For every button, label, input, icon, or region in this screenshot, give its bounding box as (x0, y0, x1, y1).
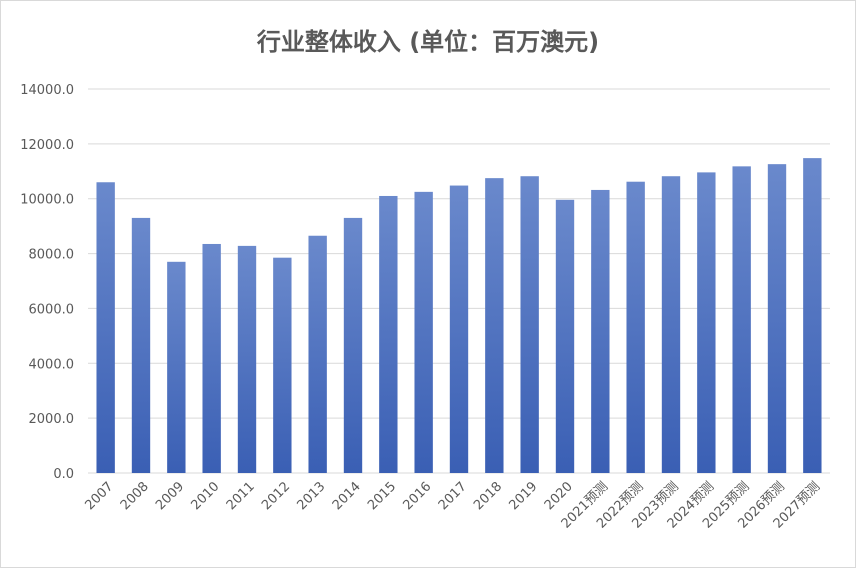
bar-2021预测 (591, 189, 610, 474)
chart-title: 行业整体收入 (单位：百万澳元) (256, 28, 600, 56)
bars (96, 158, 822, 474)
x-tick-label: 2015 (365, 479, 399, 513)
x-tick-label: 2017 (436, 479, 470, 513)
x-tick-label: 2013 (294, 479, 328, 513)
bar-2024预测 (697, 172, 716, 473)
x-tick-label: 2016 (400, 479, 434, 513)
y-tick-label: 8000.0 (29, 248, 75, 263)
x-tick-label: 2011 (224, 479, 258, 513)
x-tick-label: 2012 (259, 479, 293, 513)
bar-2007 (96, 182, 115, 473)
bar-2012 (273, 257, 292, 473)
bar-2017 (449, 185, 469, 473)
bar-2016 (414, 191, 433, 473)
x-tick-label: 2007 (82, 479, 116, 513)
bar-2020 (555, 199, 575, 473)
bar-2023预测 (661, 176, 681, 474)
x-tick-label: 2009 (153, 479, 187, 513)
bar-2013 (308, 235, 327, 473)
y-tick-label: 6000.0 (29, 302, 75, 317)
y-tick-label: 14000.0 (20, 83, 74, 98)
bar-2010 (202, 243, 221, 473)
bar-2014 (343, 217, 363, 473)
bar-2025预测 (732, 166, 751, 473)
y-tick-label: 12000.0 (20, 138, 74, 153)
y-axis-ticks: 0.0 2000.0 4000.0 6000.0 8000.0 10000.0 12000.… (20, 83, 74, 482)
bar-2018 (485, 178, 504, 473)
bar-2011 (237, 245, 257, 473)
y-tick-label: 2000.0 (29, 412, 75, 427)
y-tick-label: 4000.0 (29, 357, 75, 372)
bar-2022预测 (626, 181, 645, 474)
bar-2009 (167, 261, 186, 473)
y-tick-label: 10000.0 (20, 193, 74, 208)
x-tick-label: 2008 (118, 479, 152, 513)
bar-2019 (520, 176, 539, 474)
x-tick-label: 2014 (330, 479, 364, 513)
x-tick-label: 2010 (188, 479, 222, 513)
x-tick-label: 2019 (506, 479, 540, 513)
x-tick-label: 2018 (471, 479, 505, 513)
y-tick-label: 0.0 (53, 467, 74, 482)
bar-2027预测 (803, 158, 822, 473)
bar-2015 (379, 195, 398, 473)
bar-2026预测 (767, 164, 787, 473)
x-axis-ticks: 2007 2008 2009 2010 2011 2012 2013 2014 2015 2016… (82, 479, 823, 531)
bar-2008 (131, 217, 151, 473)
